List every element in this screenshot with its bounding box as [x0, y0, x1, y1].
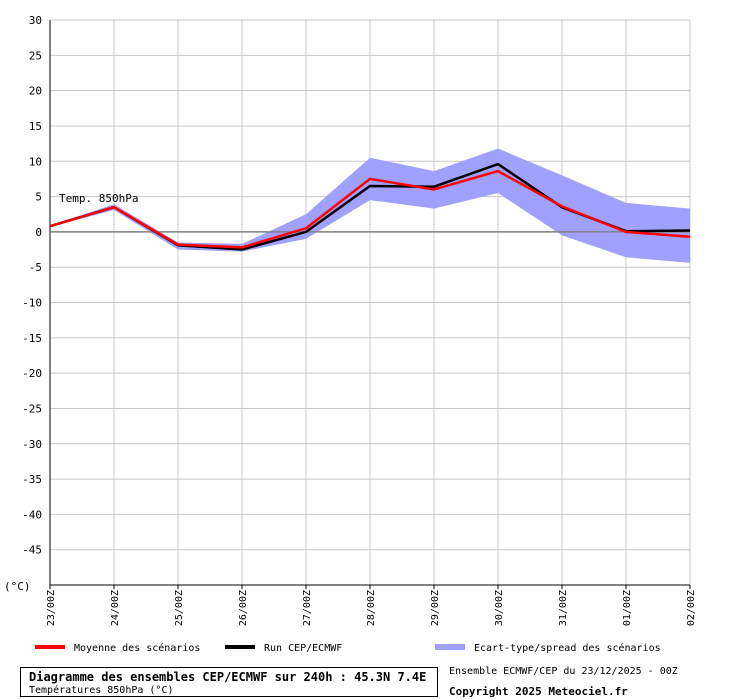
- y-tick-label: -45: [22, 544, 42, 557]
- spread-band: [50, 148, 690, 263]
- x-tick-label: 02/00Z: [686, 590, 697, 626]
- legend-swatch-mean: [35, 645, 65, 649]
- legend-label-run: Run CEP/ECMWF: [264, 643, 342, 654]
- y-tick-label: -5: [29, 261, 42, 274]
- y-tick-label: 0: [35, 226, 42, 239]
- y-tick-label: -20: [22, 367, 42, 380]
- y-axis-unit: (°C): [4, 580, 31, 593]
- y-tick-label: -30: [22, 438, 42, 451]
- x-tick-label: 31/00Z: [558, 590, 569, 626]
- x-tick-label: 24/00Z: [110, 590, 121, 626]
- y-tick-label: -15: [22, 332, 42, 345]
- y-tick-label: 20: [29, 85, 42, 98]
- mean-line: [49, 169, 691, 249]
- copyright: Copyright 2025 Meteociel.fr: [449, 685, 628, 698]
- x-tick-label: 23/00Z: [46, 590, 57, 626]
- x-tick-label: 29/00Z: [430, 590, 441, 626]
- y-tick-label: -25: [22, 402, 42, 415]
- series-label: Temp. 850hPa: [59, 192, 138, 205]
- y-tick-label: -40: [22, 508, 42, 521]
- y-tick-label: 25: [29, 49, 42, 62]
- x-tick-label: 28/00Z: [366, 590, 377, 626]
- x-tick-label: 27/00Z: [302, 590, 313, 626]
- x-axis-ticks: 23/00Z 24/00Z 25/00Z 26/00Z 27/00Z 28/00Z 29/0…: [46, 585, 697, 626]
- y-axis-ticks: 30 25 20 15 10 5 0 -5 -10 -15 -20 -25 -30 -35 -40 -45: [22, 14, 42, 557]
- x-tick-label: 01/00Z: [622, 590, 633, 626]
- run-info: Ensemble ECMWF/CEP du 23/12/2025 - 00Z: [449, 666, 678, 677]
- chart-grid: [49, 19, 691, 586]
- legend-label-spread: Ecart-type/spread des scénarios: [474, 642, 661, 654]
- y-tick-label: 5: [35, 191, 42, 204]
- y-tick-label: 10: [29, 155, 42, 168]
- chart-title: Diagramme des ensembles CEP/ECMWF sur 24…: [29, 670, 427, 684]
- y-tick-label: 30: [29, 14, 42, 27]
- legend-label-mean: Moyenne des scénarios: [74, 642, 200, 654]
- x-tick-label: 26/00Z: [238, 590, 249, 626]
- title-box: Diagramme des ensembles CEP/ECMWF sur 24…: [20, 667, 438, 697]
- legend-swatch-run: [225, 645, 255, 649]
- y-tick-label: -10: [22, 297, 42, 310]
- y-tick-label: 15: [29, 120, 42, 133]
- x-tick-label: 25/00Z: [174, 590, 185, 626]
- chart-subtitle: Températures 850hPa (°C): [29, 685, 174, 696]
- legend-swatch-spread: [435, 644, 465, 650]
- x-tick-label: 30/00Z: [494, 590, 505, 626]
- legend: Moyenne des scénarios Run CEP/ECMWF Ecar…: [35, 642, 661, 654]
- y-tick-label: -35: [22, 473, 42, 486]
